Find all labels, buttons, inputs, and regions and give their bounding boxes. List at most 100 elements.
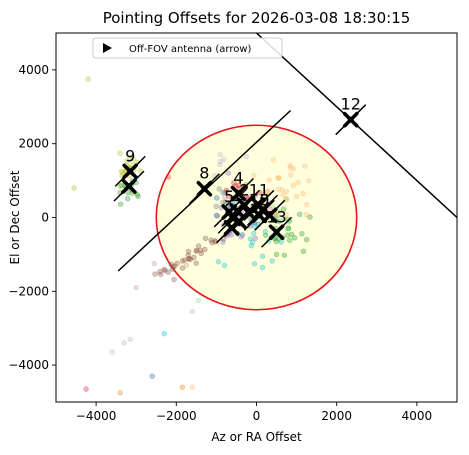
y-tick-label: 0 — [41, 211, 49, 225]
cluster-point — [290, 182, 297, 189]
scatter-point — [133, 284, 139, 291]
trail-point — [171, 276, 177, 283]
y-tick-label: 2000 — [18, 137, 49, 151]
cluster-point — [214, 213, 221, 219]
trail-point — [169, 266, 176, 272]
cluster-point — [262, 228, 269, 235]
cluster-point — [283, 196, 290, 202]
scatter-point — [287, 164, 294, 171]
legend-entry: Off-FOV antenna (arrow) — [129, 44, 252, 55]
cluster-point — [278, 239, 285, 245]
trail-point — [202, 246, 208, 253]
cluster-point — [221, 156, 227, 163]
cluster-point — [280, 191, 286, 197]
cluster-point — [226, 193, 232, 200]
cluster-point — [231, 180, 237, 186]
scatter-point — [273, 251, 280, 258]
x-tick-label: 0 — [253, 409, 261, 423]
cluster-point — [300, 248, 307, 255]
cluster-point — [279, 187, 285, 193]
cluster-point — [280, 206, 287, 212]
trail-point — [202, 235, 209, 242]
cluster-point — [284, 226, 290, 232]
cluster-point — [290, 166, 297, 172]
scatter-point — [243, 153, 250, 160]
cluster-point — [266, 177, 273, 183]
cluster-point — [307, 214, 313, 220]
cluster-point — [280, 215, 287, 222]
cluster-point — [285, 225, 291, 232]
cluster-point — [228, 232, 234, 238]
trail-point — [185, 248, 192, 255]
trail-point — [186, 256, 192, 262]
chart-title: Pointing Offsets for 2026-03-08 18:30:15 — [103, 9, 411, 27]
scatter-point — [291, 235, 298, 241]
trail-point — [209, 239, 215, 246]
scatter-point — [151, 260, 157, 267]
cluster-point — [235, 182, 242, 189]
trail-point — [185, 252, 191, 258]
cluster-point — [125, 196, 131, 202]
cluster-point — [302, 163, 308, 169]
trail-point — [179, 265, 186, 271]
antenna-center — [273, 229, 280, 236]
cluster-point — [247, 236, 254, 242]
cluster-point — [267, 206, 273, 212]
cluster-point — [252, 235, 259, 242]
cluster-point — [285, 225, 292, 232]
cluster-point — [274, 212, 280, 219]
trail-point — [193, 260, 199, 267]
trail-point — [165, 269, 171, 275]
cluster-point — [286, 237, 293, 244]
cluster-point — [303, 212, 310, 218]
cluster-point — [223, 189, 229, 196]
cluster-point — [248, 242, 254, 249]
scatter-point — [303, 201, 310, 208]
y-tick-label: −4000 — [8, 358, 49, 372]
antenna-center — [266, 212, 273, 219]
antenna-marker — [232, 196, 265, 228]
cluster-point — [269, 258, 275, 264]
scatter-point — [71, 185, 77, 191]
x-tick-label: 4000 — [402, 409, 433, 423]
cluster-point — [299, 231, 305, 237]
cluster-point — [293, 193, 300, 200]
antenna-center — [125, 183, 132, 190]
cluster-point — [118, 182, 125, 189]
legend: Off-FOV antenna (arrow) — [92, 37, 283, 59]
scatter-point — [259, 253, 266, 259]
trail-point — [162, 267, 168, 274]
cluster-point — [124, 158, 130, 164]
cluster-point — [223, 199, 229, 205]
cluster-point — [275, 186, 282, 193]
cluster-point — [276, 208, 283, 214]
cluster-point — [135, 193, 141, 200]
antenna-center — [127, 168, 134, 175]
trail-point — [168, 261, 174, 268]
x-tick-label: 2000 — [321, 409, 352, 423]
cluster-point — [117, 201, 124, 207]
cluster-point — [213, 203, 219, 210]
cluster-point — [117, 150, 123, 156]
cluster-point — [300, 190, 306, 197]
scatter-point — [85, 76, 91, 82]
trail-point — [152, 271, 158, 277]
trail-point — [208, 237, 214, 243]
cluster-point — [137, 168, 144, 174]
cluster-point — [284, 232, 291, 238]
antenna-label: 4 — [233, 169, 243, 188]
scatter-point — [165, 174, 171, 180]
cluster-point — [251, 172, 257, 179]
antenna-marker: 13 — [261, 207, 293, 248]
cluster-point — [238, 234, 244, 240]
trail-point — [186, 256, 192, 262]
scatter-point — [183, 262, 190, 269]
cluster-point — [251, 223, 258, 229]
cluster-point — [275, 175, 282, 181]
trail-point — [170, 264, 176, 270]
reference-line — [255, 33, 457, 219]
cluster-point — [288, 231, 295, 238]
cluster-point — [270, 157, 277, 163]
cluster-point — [251, 261, 258, 267]
cluster-point — [250, 230, 257, 237]
